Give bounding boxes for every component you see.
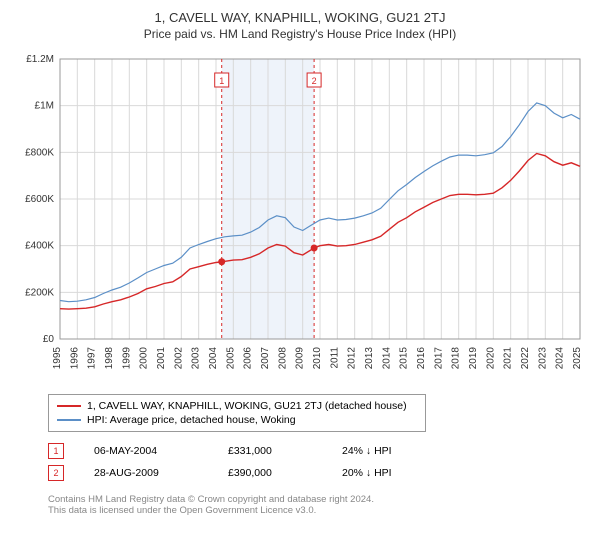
svg-text:2024: 2024 <box>555 347 566 370</box>
svg-text:2009: 2009 <box>295 347 306 370</box>
svg-text:2023: 2023 <box>537 347 548 370</box>
svg-text:2016: 2016 <box>416 347 427 370</box>
svg-text:1995: 1995 <box>52 347 63 370</box>
svg-text:1997: 1997 <box>87 347 98 370</box>
svg-text:2006: 2006 <box>243 347 254 370</box>
svg-text:2025: 2025 <box>572 347 583 370</box>
svg-text:2: 2 <box>312 76 317 86</box>
svg-text:2019: 2019 <box>468 347 479 370</box>
legend-item: 1, CAVELL WAY, KNAPHILL, WOKING, GU21 2T… <box>57 399 417 413</box>
svg-text:2004: 2004 <box>208 347 219 370</box>
svg-text:£0: £0 <box>43 334 55 345</box>
svg-text:1996: 1996 <box>69 347 80 370</box>
svg-text:1999: 1999 <box>121 347 132 370</box>
sale-pct-vs-hpi: 20% ↓ HPI <box>342 467 422 479</box>
sale-date: 28-AUG-2009 <box>94 467 204 479</box>
legend-color-swatch <box>57 419 81 421</box>
sales-table: 1 06-MAY-2004 £331,000 24% ↓ HPI 2 28-AUG-200… <box>48 440 588 484</box>
footer-line-2: This data is licensed under the Open Gov… <box>48 505 588 516</box>
sale-marker-icon: 2 <box>48 465 64 481</box>
svg-text:2017: 2017 <box>433 347 444 370</box>
svg-text:2013: 2013 <box>364 347 375 370</box>
svg-text:2008: 2008 <box>277 347 288 370</box>
sale-row: 2 28-AUG-2009 £390,000 20% ↓ HPI <box>48 462 588 484</box>
svg-text:2012: 2012 <box>347 347 358 370</box>
svg-text:1: 1 <box>219 76 224 86</box>
legend-label: HPI: Average price, detached house, Woki… <box>87 414 296 426</box>
svg-text:2015: 2015 <box>399 347 410 370</box>
footer-attribution: Contains HM Land Registry data © Crown c… <box>48 494 588 516</box>
svg-text:2014: 2014 <box>381 347 392 370</box>
legend-box: 1, CAVELL WAY, KNAPHILL, WOKING, GU21 2T… <box>48 394 426 432</box>
line-chart-svg: £0 £200K £400K £600K £800K £1M £1.2M 1995 1996 19… <box>12 51 588 381</box>
svg-text:2003: 2003 <box>191 347 202 370</box>
svg-text:£1M: £1M <box>35 101 54 112</box>
svg-text:2011: 2011 <box>329 347 340 369</box>
svg-text:1998: 1998 <box>104 347 115 370</box>
svg-text:2020: 2020 <box>485 347 496 370</box>
svg-text:2018: 2018 <box>451 347 462 370</box>
svg-text:£600K: £600K <box>25 194 54 205</box>
sale-price: £390,000 <box>228 467 318 479</box>
legend-color-swatch <box>57 405 81 407</box>
svg-text:2000: 2000 <box>139 347 150 370</box>
sale-row: 1 06-MAY-2004 £331,000 24% ↓ HPI <box>48 440 588 462</box>
svg-text:2010: 2010 <box>312 347 323 370</box>
sale-date: 06-MAY-2004 <box>94 445 204 457</box>
chart-subtitle: Price paid vs. HM Land Registry's House … <box>12 27 588 41</box>
svg-text:£200K: £200K <box>25 287 54 298</box>
svg-text:2005: 2005 <box>225 347 236 370</box>
legend-item: HPI: Average price, detached house, Woki… <box>57 413 417 427</box>
svg-text:2021: 2021 <box>503 347 514 370</box>
chart-container: 1, CAVELL WAY, KNAPHILL, WOKING, GU21 2T… <box>0 0 600 524</box>
svg-text:£1.2M: £1.2M <box>26 54 54 65</box>
legend-label: 1, CAVELL WAY, KNAPHILL, WOKING, GU21 2T… <box>87 400 407 412</box>
sale-pct-vs-hpi: 24% ↓ HPI <box>342 445 422 457</box>
svg-text:2022: 2022 <box>520 347 531 370</box>
footer-line-1: Contains HM Land Registry data © Crown c… <box>48 494 588 505</box>
svg-text:2007: 2007 <box>260 347 271 370</box>
sale-marker-icon: 1 <box>48 443 64 459</box>
svg-text:£800K: £800K <box>25 147 54 158</box>
chart-title: 1, CAVELL WAY, KNAPHILL, WOKING, GU21 2T… <box>12 10 588 25</box>
chart-plot-area: £0 £200K £400K £600K £800K £1M £1.2M 1995 1996 19… <box>12 51 588 386</box>
svg-text:2002: 2002 <box>173 347 184 370</box>
svg-text:2001: 2001 <box>156 347 167 370</box>
sale-price: £331,000 <box>228 445 318 457</box>
svg-text:£400K: £400K <box>25 241 54 252</box>
